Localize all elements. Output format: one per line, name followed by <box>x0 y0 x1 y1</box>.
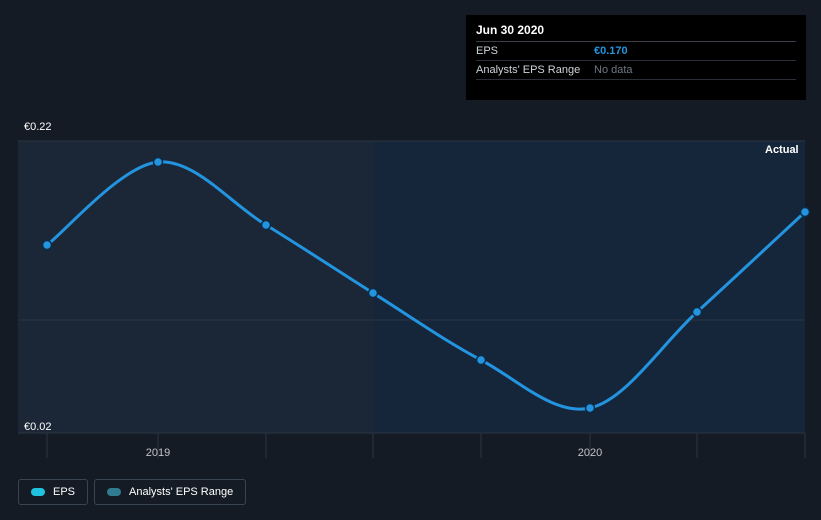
tooltip-label: Analysts' EPS Range <box>476 64 594 76</box>
legend-label: Analysts' EPS Range <box>129 486 233 498</box>
tooltip-label: EPS <box>476 45 594 57</box>
chart-tooltip: Jun 30 2020 EPS €0.170 Analysts' EPS Ran… <box>466 15 806 100</box>
x-axis-label: 2020 <box>578 447 602 459</box>
actual-region-label: Actual <box>765 144 799 156</box>
y-axis-label: €0.02 <box>24 421 52 433</box>
tooltip-value: €0.170 <box>594 45 628 57</box>
tooltip-row-range: Analysts' EPS Range No data <box>476 61 796 80</box>
tooltip-row-eps: EPS €0.170 <box>476 42 796 61</box>
y-axis-label: €0.22 <box>24 121 52 133</box>
legend-swatch-icon <box>107 488 121 496</box>
legend-swatch-icon <box>31 488 45 496</box>
tooltip-value: No data <box>594 64 633 76</box>
x-axis-label: 2019 <box>146 447 170 459</box>
legend-label: EPS <box>53 486 75 498</box>
chart-legend: EPS Analysts' EPS Range <box>18 479 246 505</box>
legend-item-range[interactable]: Analysts' EPS Range <box>94 479 246 505</box>
legend-item-eps[interactable]: EPS <box>18 479 88 505</box>
tooltip-date: Jun 30 2020 <box>476 23 796 42</box>
